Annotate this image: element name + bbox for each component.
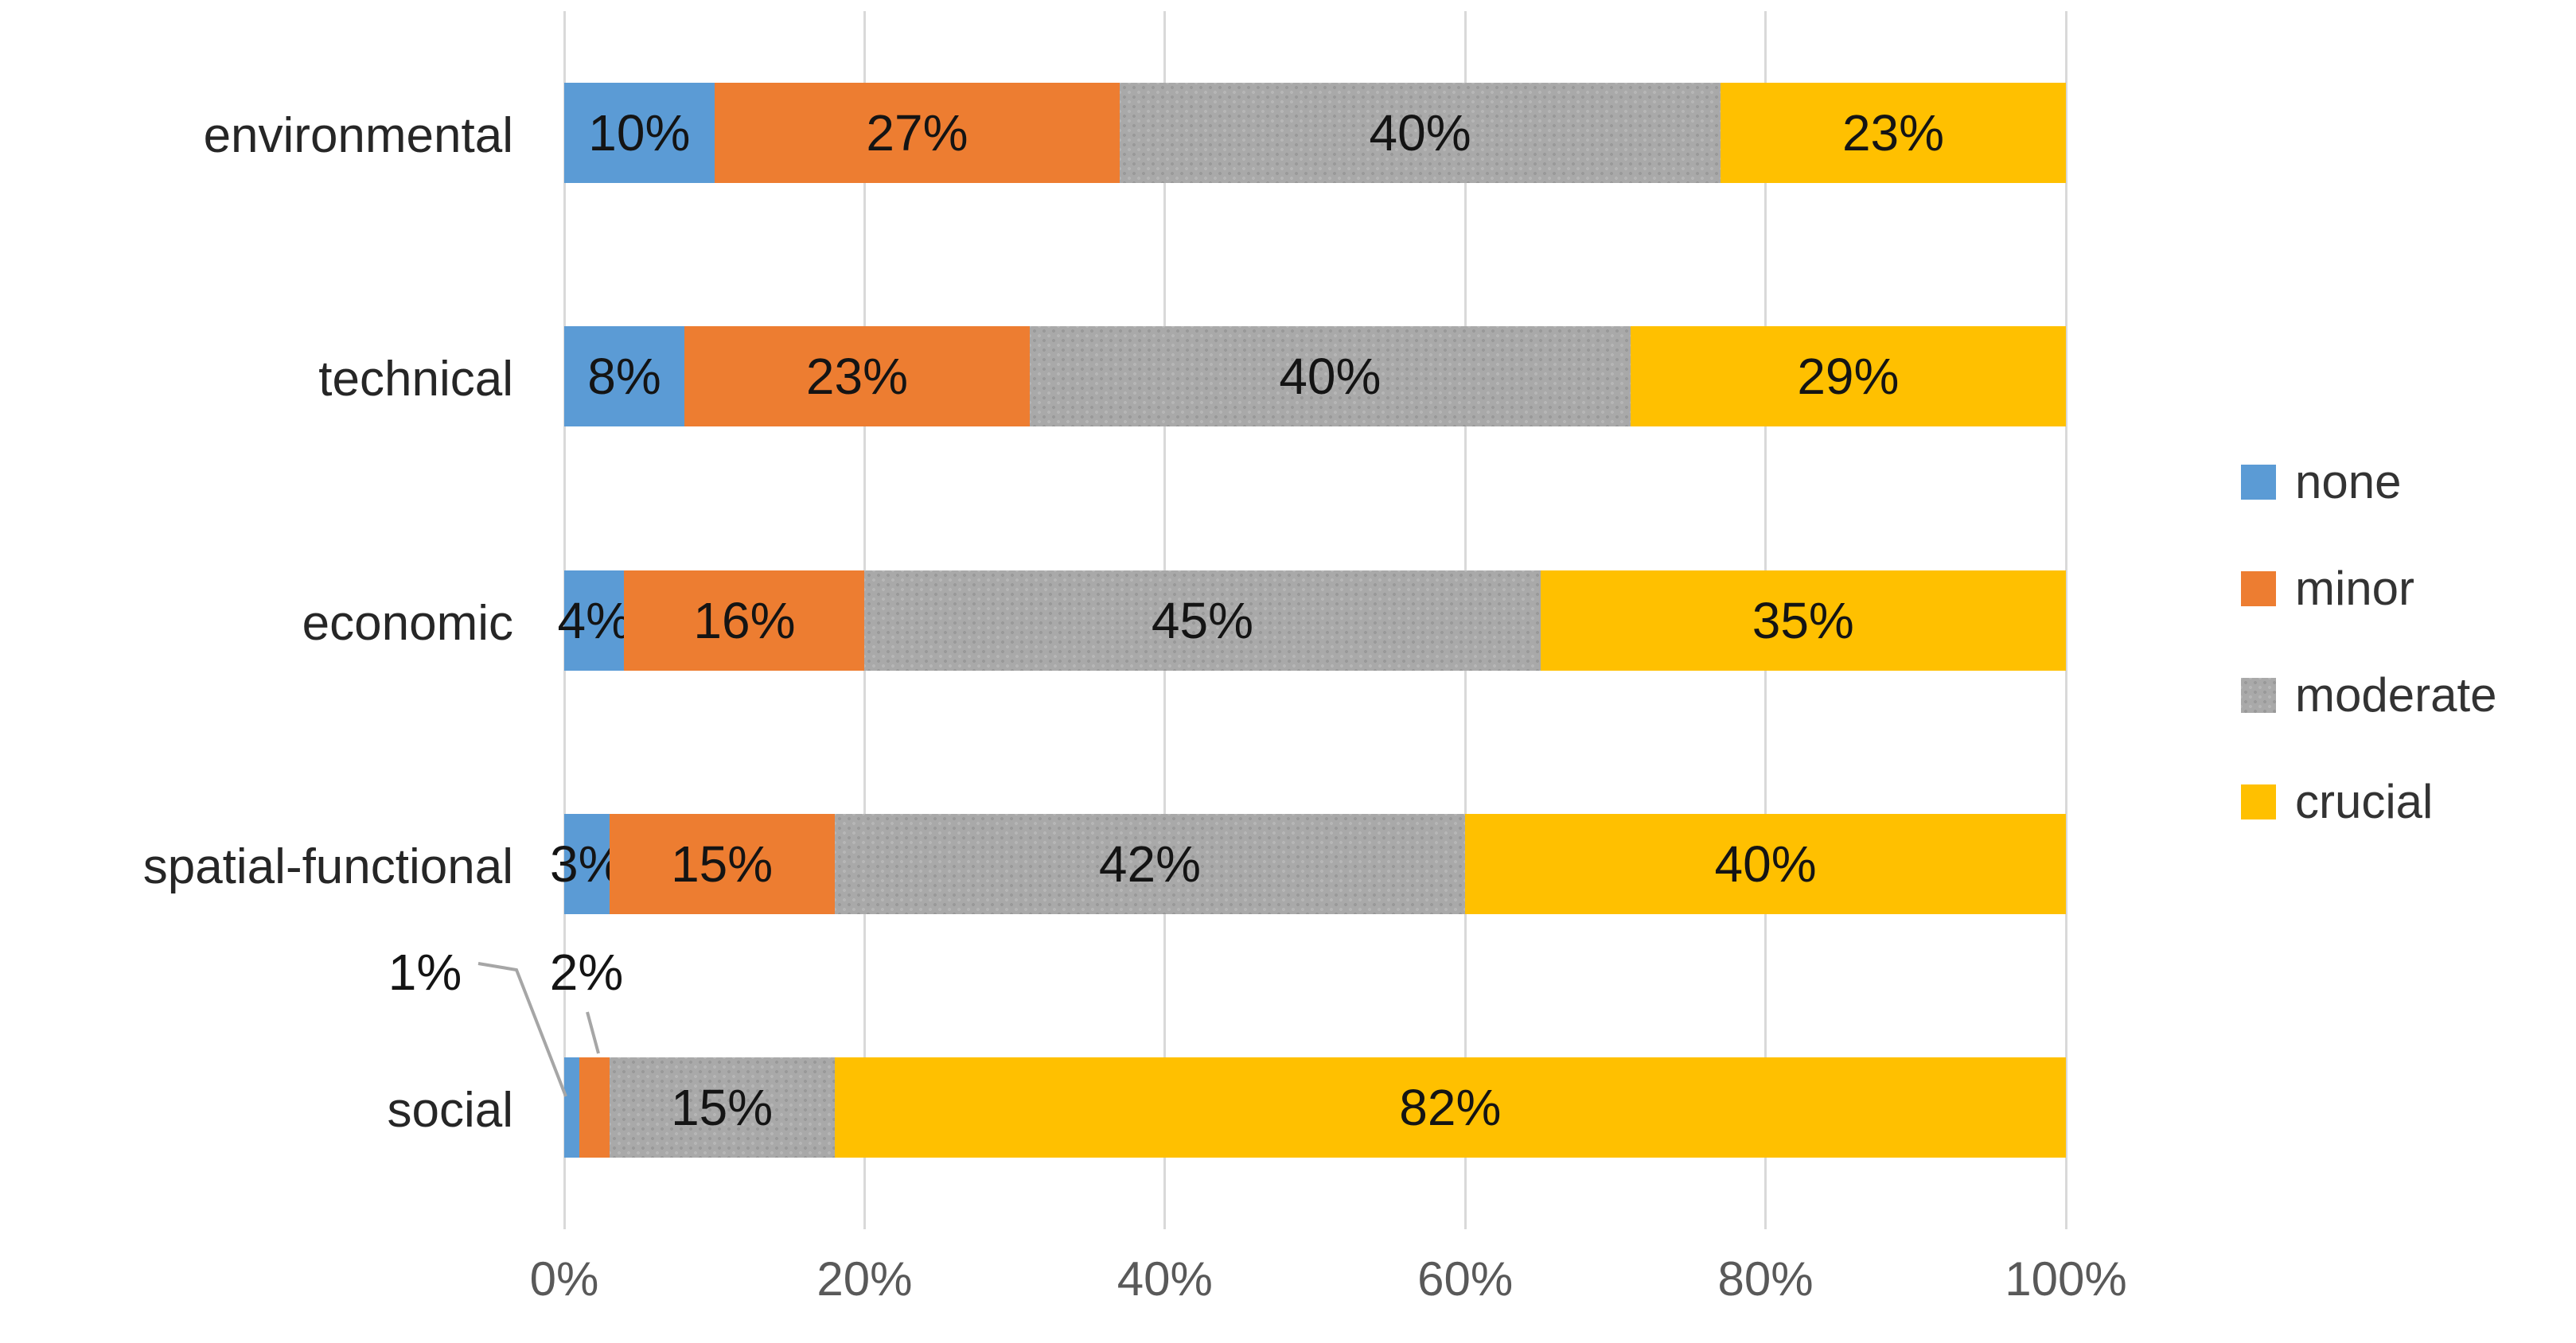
axis-tick-label-80%: 80%	[1717, 1252, 1814, 1306]
legend-item-crucial: crucial	[2241, 778, 2433, 826]
bar-segment-moderate-spatial-functional: 42%	[834, 813, 1466, 914]
data-label-moderate-technical: 40%	[1279, 348, 1382, 406]
bar-segment-none-social	[564, 1057, 579, 1158]
legend-item-minor: minor	[2241, 565, 2414, 613]
bar-segment-none-technical: 8%	[564, 326, 684, 427]
bar-segment-minor-technical: 23%	[684, 326, 1030, 427]
leader-line-minor-social	[586, 1011, 600, 1054]
legend-label-moderate: moderate	[2295, 668, 2497, 722]
axis-tick-label-0%: 0%	[529, 1252, 599, 1306]
bar-segment-crucial-economic: 35%	[1540, 570, 2066, 671]
legend-item-none: none	[2241, 458, 2401, 506]
data-label-minor-environmental: 27%	[866, 104, 968, 162]
data-label-moderate-social: 15%	[671, 1078, 774, 1136]
data-label-crucial-technical: 29%	[1797, 348, 1900, 406]
bar-segment-none-economic: 4%	[557, 570, 631, 671]
bar-segment-crucial-environmental: 23%	[1720, 83, 2066, 184]
legend-swatch-moderate-icon	[2241, 678, 2276, 713]
callout-label-minor-social: 2%	[549, 944, 624, 1001]
bar-segment-minor-environmental: 27%	[714, 83, 1120, 184]
data-label-none-technical: 8%	[587, 348, 661, 406]
bar-segment-moderate-social: 15%	[609, 1057, 835, 1158]
category-label-environmental: environmental	[203, 108, 513, 164]
legend-label-minor: minor	[2295, 562, 2415, 615]
legend-label-crucial: crucial	[2295, 775, 2434, 828]
category-label-spatial-functional: spatial-functional	[142, 839, 513, 894]
gridline-100%	[2064, 11, 2067, 1229]
data-label-moderate-economic: 45%	[1151, 591, 1253, 649]
data-label-crucial-spatial-functional: 40%	[1714, 835, 1817, 893]
category-label-economic: economic	[302, 595, 513, 651]
legend-swatch-minor-icon	[2241, 571, 2276, 606]
bar-segment-moderate-economic: 45%	[864, 570, 1541, 671]
bar-segment-minor-economic: 16%	[624, 570, 865, 671]
data-label-minor-technical: 23%	[805, 348, 908, 406]
data-label-none-economic: 4%	[557, 591, 631, 649]
axis-tick-label-100%: 100%	[2005, 1252, 2127, 1306]
legend-swatch-none-icon	[2241, 465, 2276, 500]
bar-segment-minor-social	[579, 1057, 610, 1158]
data-label-crucial-social: 82%	[1399, 1078, 1502, 1136]
data-label-crucial-environmental: 23%	[1841, 104, 1945, 162]
data-label-moderate-spatial-functional: 42%	[1098, 835, 1201, 893]
bar-segment-minor-spatial-functional: 15%	[609, 813, 835, 914]
category-label-technical: technical	[318, 352, 513, 407]
data-label-moderate-environmental: 40%	[1369, 104, 1471, 162]
axis-tick-label-40%: 40%	[1117, 1252, 1213, 1306]
legend-label-none: none	[2295, 455, 2402, 508]
category-label-social: social	[387, 1082, 513, 1138]
data-label-minor-spatial-functional: 15%	[671, 835, 774, 893]
axis-tick-label-60%: 60%	[1417, 1252, 1514, 1306]
legend-item-moderate: moderate	[2241, 672, 2496, 719]
bar-segment-none-spatial-functional: 3%	[550, 813, 624, 914]
legend-swatch-crucial-icon	[2241, 784, 2276, 819]
callout-label-none-social: 1%	[388, 944, 462, 1001]
bar-segment-none-environmental: 10%	[564, 83, 715, 184]
axis-tick-label-20%: 20%	[816, 1252, 913, 1306]
bar-segment-moderate-environmental: 40%	[1120, 83, 1721, 184]
bar-segment-crucial-spatial-functional: 40%	[1465, 813, 2066, 914]
data-label-minor-economic: 16%	[693, 591, 796, 649]
data-label-crucial-economic: 35%	[1752, 591, 1854, 649]
bar-segment-crucial-social: 82%	[834, 1057, 2066, 1158]
bar-segment-crucial-technical: 29%	[1630, 326, 2066, 427]
bar-segment-moderate-technical: 40%	[1029, 326, 1631, 427]
data-label-none-environmental: 10%	[588, 104, 691, 162]
